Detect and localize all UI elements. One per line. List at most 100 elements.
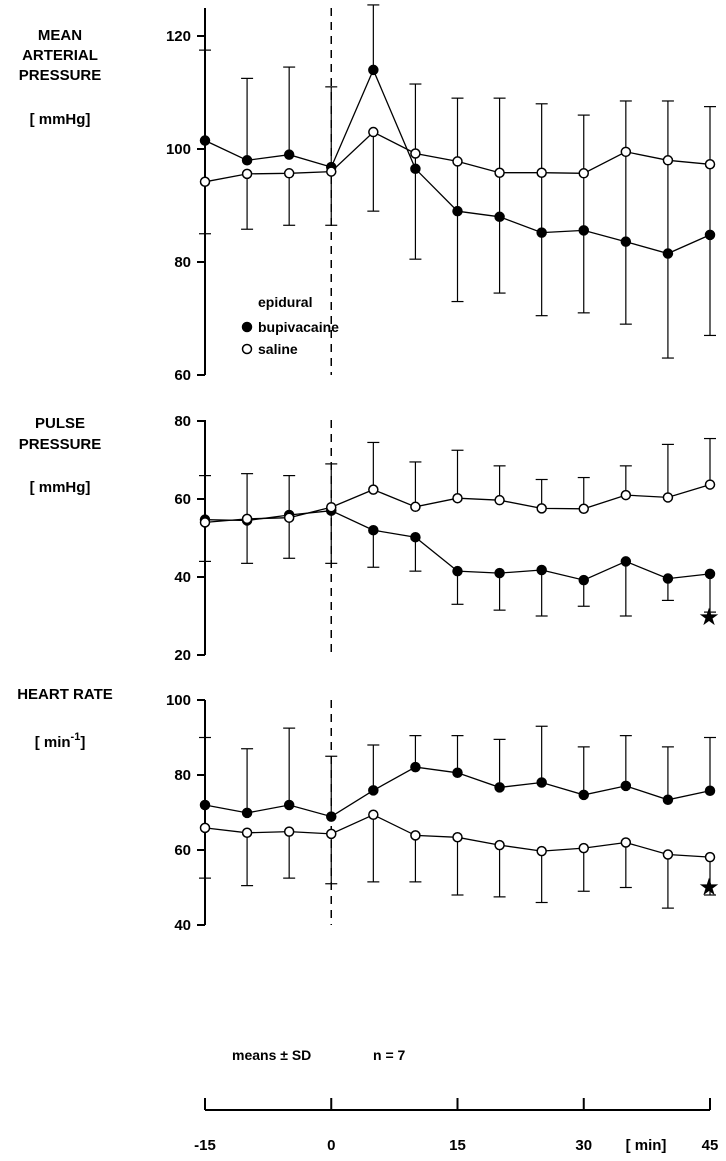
map-unit: [ mmHg]	[30, 111, 91, 128]
x-axis-unit: [ min]	[626, 1137, 667, 1154]
hr-y-tick-label-60: 60	[174, 842, 191, 859]
pp-y-tick-label-40: 40	[174, 569, 191, 586]
pp-y-tick-label-80: 80	[174, 413, 191, 430]
hr-saline-point-7	[494, 839, 505, 851]
map-y-tick-label-80: 80	[174, 254, 191, 271]
map-saline-point-2	[283, 168, 295, 179]
map-saline-point-0	[199, 176, 211, 188]
map-saline-point-12	[704, 159, 716, 170]
hr-bupivacaine-point-6	[452, 767, 463, 778]
map-bupivacaine-point-5	[410, 163, 421, 175]
x-tick-label-45: 45	[702, 1137, 719, 1154]
map-bupivacaine-point-0	[199, 135, 211, 146]
pp-unit: [ mmHg]	[30, 479, 91, 496]
hr-bupivacaine-point-12	[704, 785, 716, 796]
hr-saline-point-1	[241, 827, 253, 838]
legend-item-saline: saline	[258, 341, 298, 357]
map-bupivacaine-point-8	[536, 227, 547, 238]
map-saline-point-3	[326, 166, 337, 177]
map-bupivacaine-point-11	[662, 248, 674, 259]
map-y-tick-label-100: 100	[166, 141, 191, 158]
hr-bupivacaine-point-11	[662, 794, 674, 805]
pp-saline-point-2	[283, 512, 295, 523]
legend-marker-saline	[241, 343, 253, 355]
pp-bupivacaine-point-8	[536, 564, 547, 576]
map-saline-point-7	[494, 167, 505, 178]
hr-bupivacaine-point-3	[326, 811, 337, 822]
hr-y-tick-label-100: 100	[166, 692, 191, 709]
map-label-line-3: PRESSURE	[19, 67, 102, 84]
hr-saline-point-3	[326, 828, 337, 840]
map-saline-point-11	[662, 155, 674, 166]
pp-saline-point-11	[662, 492, 674, 503]
map-saline-point-4	[368, 126, 379, 138]
pp-bupivacaine-point-11	[662, 573, 674, 584]
hr-bupivacaine-point-10	[620, 780, 632, 792]
note-means-sd: means ± SD	[232, 1047, 311, 1063]
map-label-line-2: ARTERIAL	[22, 47, 98, 64]
pp-saline-point-12	[704, 479, 716, 490]
hr-saline-point-2	[283, 826, 295, 837]
legend-item-bupivacaine: bupivacaine	[258, 319, 339, 335]
significance-star-pulse-pressure: ★	[698, 604, 720, 631]
hr-saline-point-4	[368, 809, 379, 820]
pp-bupivacaine-point-6	[452, 565, 463, 577]
map-saline-point-8	[536, 167, 547, 178]
pp-saline-point-3	[326, 501, 337, 513]
pp-bupivacaine-point-4	[368, 524, 379, 536]
map-bupivacaine-point-7	[494, 211, 505, 223]
map-bupivacaine-point-6	[452, 205, 463, 217]
hr-bupivacaine-point-4	[368, 785, 379, 796]
map-y-tick-label-120: 120	[166, 28, 191, 45]
pp-saline-point-9	[578, 503, 589, 514]
hr-saline-point-5	[410, 830, 421, 841]
hr-y-tick-label-40: 40	[174, 917, 191, 934]
hr-saline-point-8	[536, 845, 547, 857]
pp-saline-point-5	[410, 501, 421, 513]
hr-saline-point-6	[452, 832, 463, 843]
map-bupivacaine-point-9	[578, 225, 589, 236]
hr-saline-point-0	[199, 822, 211, 834]
pp-y-tick-label-20: 20	[174, 647, 191, 664]
map-saline-point-1	[241, 168, 253, 180]
hr-bupivacaine-point-0	[199, 799, 211, 811]
hr-unit-base: [ min	[35, 734, 71, 751]
map-saline-point-5	[410, 148, 421, 159]
hr-bupivacaine-point-9	[578, 789, 589, 801]
pp-label-line-2: PRESSURE	[19, 436, 102, 453]
x-tick-label-30: 30	[575, 1137, 592, 1154]
hr-saline-point-11	[662, 849, 674, 860]
map-bupivacaine-point-12	[704, 229, 716, 241]
hr-bupivacaine-point-1	[241, 807, 253, 819]
legend-title: epidural	[258, 294, 312, 310]
hr-bupivacaine-point-2	[283, 799, 295, 811]
map-bupivacaine-point-1	[241, 155, 253, 166]
hr-unit-sup: -1	[71, 731, 81, 743]
hr-saline-point-12	[704, 851, 716, 863]
pp-saline-point-1	[241, 513, 253, 525]
map-label-line-1: MEAN	[38, 27, 82, 44]
pp-saline-point-7	[494, 494, 505, 506]
map-saline-point-9	[578, 168, 589, 179]
pp-bupivacaine-point-7	[494, 567, 505, 579]
pp-saline-point-4	[368, 484, 379, 495]
x-tick-label-15: 15	[449, 1137, 466, 1154]
hr-unit-end: ]	[80, 734, 85, 751]
x-tick-label--15: -15	[194, 1137, 216, 1154]
map-bupivacaine-point-4	[368, 64, 379, 76]
note-n: n = 7	[373, 1047, 406, 1063]
map-bupivacaine-point-2	[283, 149, 295, 160]
hr-bupivacaine-point-8	[536, 777, 547, 788]
pp-label-line-1: PULSE	[35, 415, 85, 432]
pp-saline-point-0	[199, 517, 211, 528]
plot-layer: 60 80 100 120 20 40 60 80 40 60 80 100 -15 0 15 30 45	[166, 4, 719, 1154]
pp-bupivacaine-point-10	[620, 556, 632, 567]
hr-label: HEART RATE	[17, 686, 113, 703]
hr-bupivacaine-point-5	[410, 761, 421, 773]
pp-saline-point-10	[620, 489, 632, 501]
pp-y-tick-label-60: 60	[174, 491, 191, 508]
significance-star-heart-rate: ★	[698, 874, 720, 901]
map-saline-point-6	[452, 156, 463, 167]
pp-bupivacaine-point-9	[578, 574, 589, 586]
map-saline-point-10	[620, 146, 632, 158]
